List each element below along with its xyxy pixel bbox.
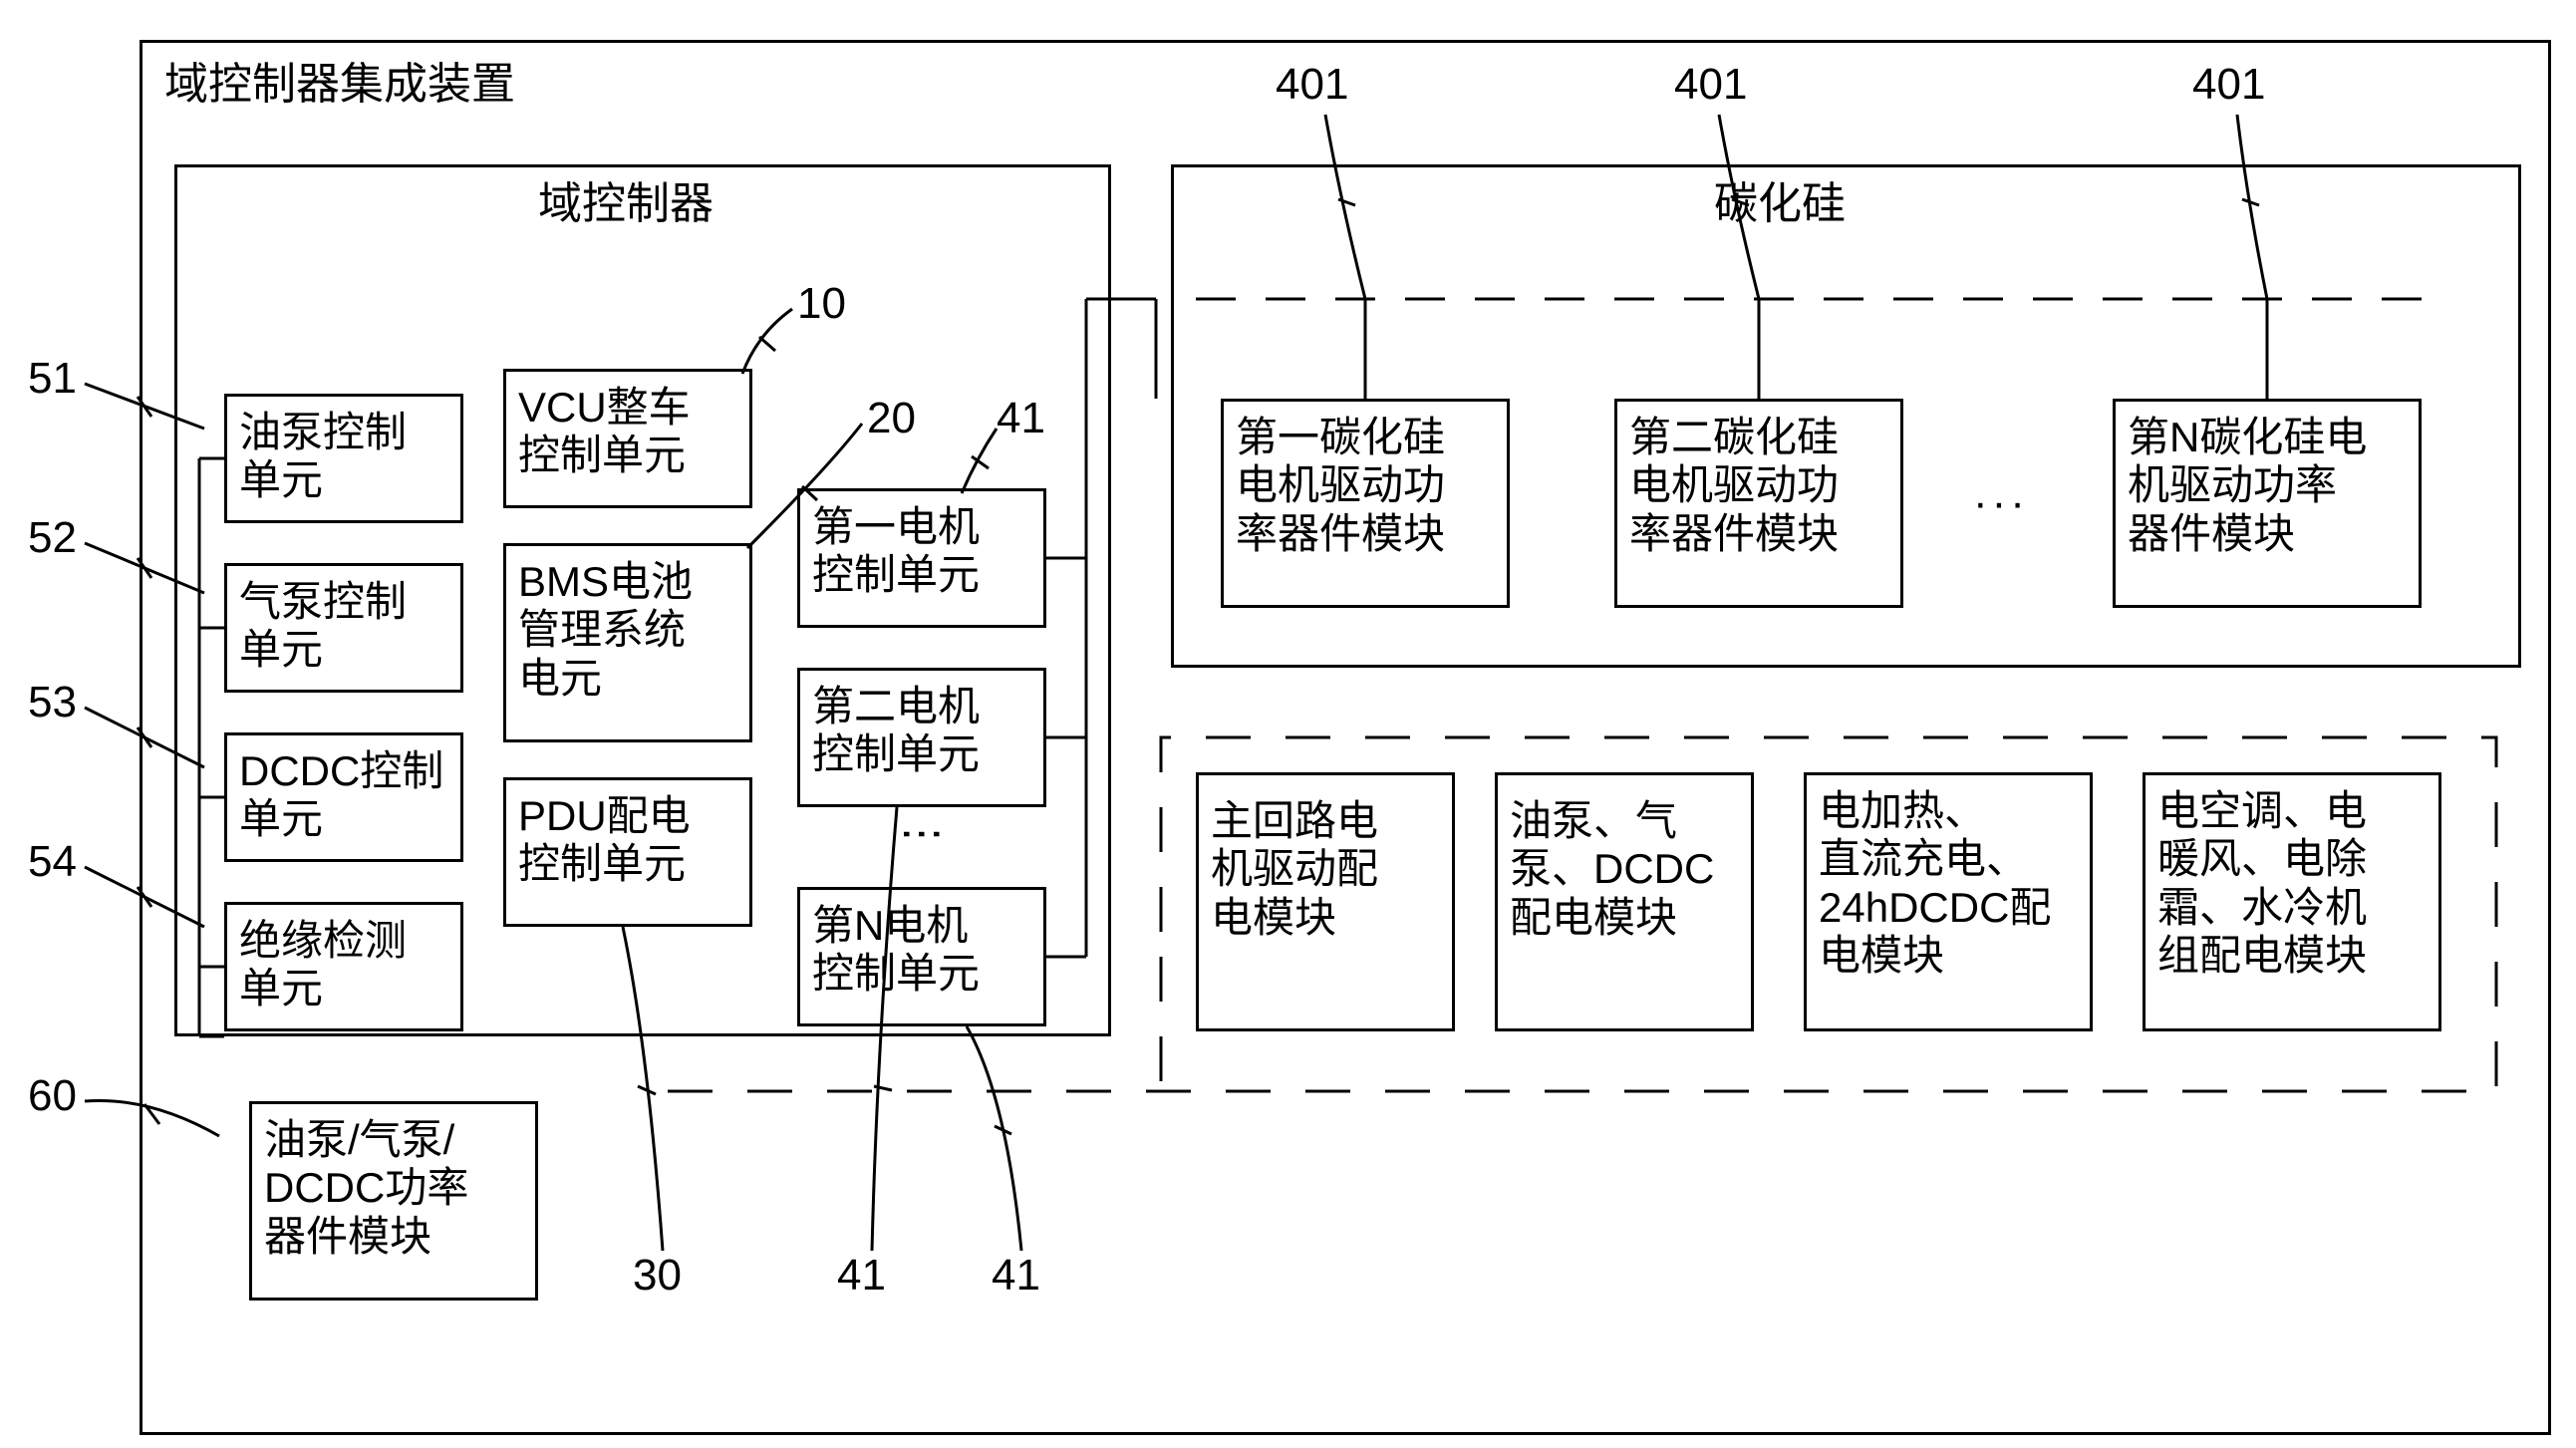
outer-title: 域控制器集成装置 <box>164 60 515 111</box>
dist4-label: 电空调、电 暖风、电除 霜、水冷机 组配电模块 <box>2157 787 2367 980</box>
motor-vdots: ⋮ <box>897 812 948 844</box>
air-pump-ctrl-label: 气泵控制 单元 <box>239 578 407 675</box>
callout-30: 30 <box>633 1251 682 1301</box>
domain-controller-title: 域控制器 <box>538 179 714 230</box>
dist3-label: 电加热、 直流充电、 24hDCDC配 电模块 <box>1819 787 2051 980</box>
pdu-label: PDU配电 控制单元 <box>518 792 691 889</box>
sic-title: 碳化硅 <box>1714 179 1846 230</box>
callout-20: 20 <box>867 394 916 443</box>
callout-401a: 401 <box>1276 60 1348 110</box>
callout-51: 51 <box>28 354 77 404</box>
oil-pump-ctrl-label: 油泵控制 单元 <box>239 409 407 505</box>
callout-41b: 41 <box>837 1251 886 1301</box>
callout-60: 60 <box>28 1071 77 1121</box>
dist1-label: 主回路电 机驱动配 电模块 <box>1211 797 1378 942</box>
sic1-label: 第一碳化硅 电机驱动功 率器件模块 <box>1236 414 1445 558</box>
dcdc-ctrl-label: DCDC控制 单元 <box>239 747 443 844</box>
callout-41a: 41 <box>997 394 1045 443</box>
callout-52: 52 <box>28 513 77 563</box>
sic-dots: ··· <box>1973 478 2029 528</box>
bottom-module-label: 油泵/气泵/ DCDC功率 器件模块 <box>264 1116 468 1261</box>
dist2-label: 油泵、气 泵、DCDC 配电模块 <box>1510 797 1714 942</box>
sicN-label: 第N碳化硅电 机驱动功率 器件模块 <box>2128 414 2367 558</box>
callout-401c: 401 <box>2192 60 2265 110</box>
callout-401b: 401 <box>1674 60 1747 110</box>
callout-54: 54 <box>28 837 77 887</box>
motor1-label: 第一电机 控制单元 <box>812 503 980 600</box>
sic2-label: 第二碳化硅 电机驱动功 率器件模块 <box>1629 414 1839 558</box>
motor2-label: 第二电机 控制单元 <box>812 683 980 779</box>
callout-41c: 41 <box>992 1251 1040 1301</box>
callout-10: 10 <box>797 279 846 329</box>
motorN-label: 第N电机 控制单元 <box>812 902 980 999</box>
bms-label: BMS电池 管理系统 电元 <box>518 558 693 703</box>
insulation-detect-label: 绝缘检测 单元 <box>239 917 407 1014</box>
vcu-label: VCU整车 控制单元 <box>518 384 691 480</box>
callout-53: 53 <box>28 678 77 727</box>
